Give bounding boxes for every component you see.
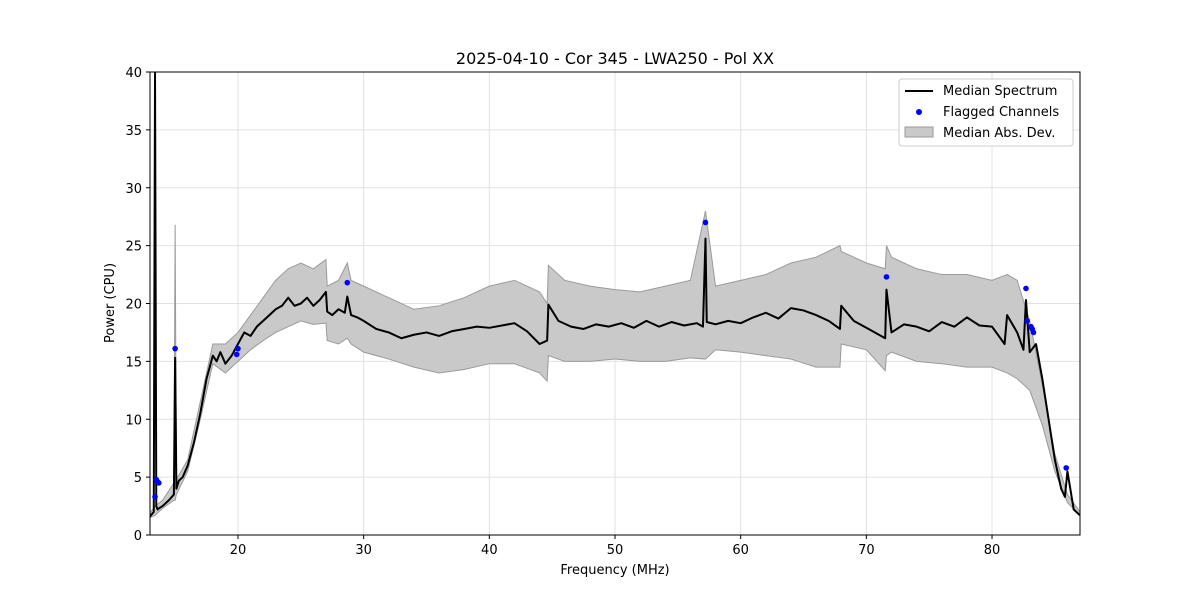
y-tick-label: 35	[125, 124, 142, 139]
flagged-channel-point	[884, 274, 890, 280]
y-tick-label: 15	[125, 355, 142, 370]
x-tick-label: 40	[481, 543, 498, 558]
x-axis-ticks: 20 30 40 50 60 70 80	[230, 535, 1001, 558]
flagged-channel-point	[1023, 286, 1029, 292]
flagged-channel-point	[1063, 465, 1069, 471]
x-axis-label: Frequency (MHz)	[560, 563, 669, 578]
y-tick-label: 25	[125, 240, 142, 255]
flagged-channel-point	[172, 346, 178, 352]
x-tick-label: 20	[230, 543, 247, 558]
y-tick-label: 10	[125, 413, 142, 428]
y-tick-label: 30	[125, 182, 142, 197]
legend: Median Spectrum Flagged Channels Median …	[899, 79, 1073, 146]
flagged-channel-point	[703, 220, 709, 226]
flagged-channel-point	[152, 494, 158, 500]
x-tick-label: 50	[607, 543, 624, 558]
x-tick-label: 80	[984, 543, 1001, 558]
flagged-channel-point	[1031, 330, 1037, 336]
flagged-channel-point	[1024, 318, 1030, 324]
flagged-channel-point	[235, 346, 241, 352]
y-axis-ticks: 0 5 10 15 20 25 30 35 40	[125, 66, 150, 544]
legend-median-label: Median Spectrum	[943, 84, 1057, 99]
flagged-channel-point	[156, 480, 162, 486]
chart-title: 2025-04-10 - Cor 345 - LWA250 - Pol XX	[456, 49, 774, 68]
y-tick-label: 20	[125, 298, 142, 313]
y-tick-label: 5	[134, 471, 142, 486]
y-tick-label: 40	[125, 66, 142, 81]
legend-flagged-label: Flagged Channels	[943, 105, 1059, 120]
flagged-channel-point	[234, 352, 240, 358]
legend-mad-swatch	[905, 127, 933, 137]
flagged-channel-point	[345, 280, 351, 286]
x-tick-label: 60	[732, 543, 749, 558]
legend-mad-label: Median Abs. Dev.	[943, 126, 1055, 141]
y-axis-label: Power (CPU)	[103, 263, 118, 343]
x-tick-label: 70	[858, 543, 875, 558]
legend-flagged-swatch	[916, 109, 922, 115]
x-tick-label: 30	[355, 543, 372, 558]
y-tick-label: 0	[134, 529, 142, 544]
